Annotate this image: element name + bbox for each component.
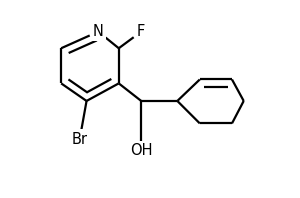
Text: N: N (93, 24, 104, 39)
Text: OH: OH (130, 143, 152, 158)
Text: F: F (137, 24, 145, 39)
Text: Br: Br (72, 131, 88, 147)
